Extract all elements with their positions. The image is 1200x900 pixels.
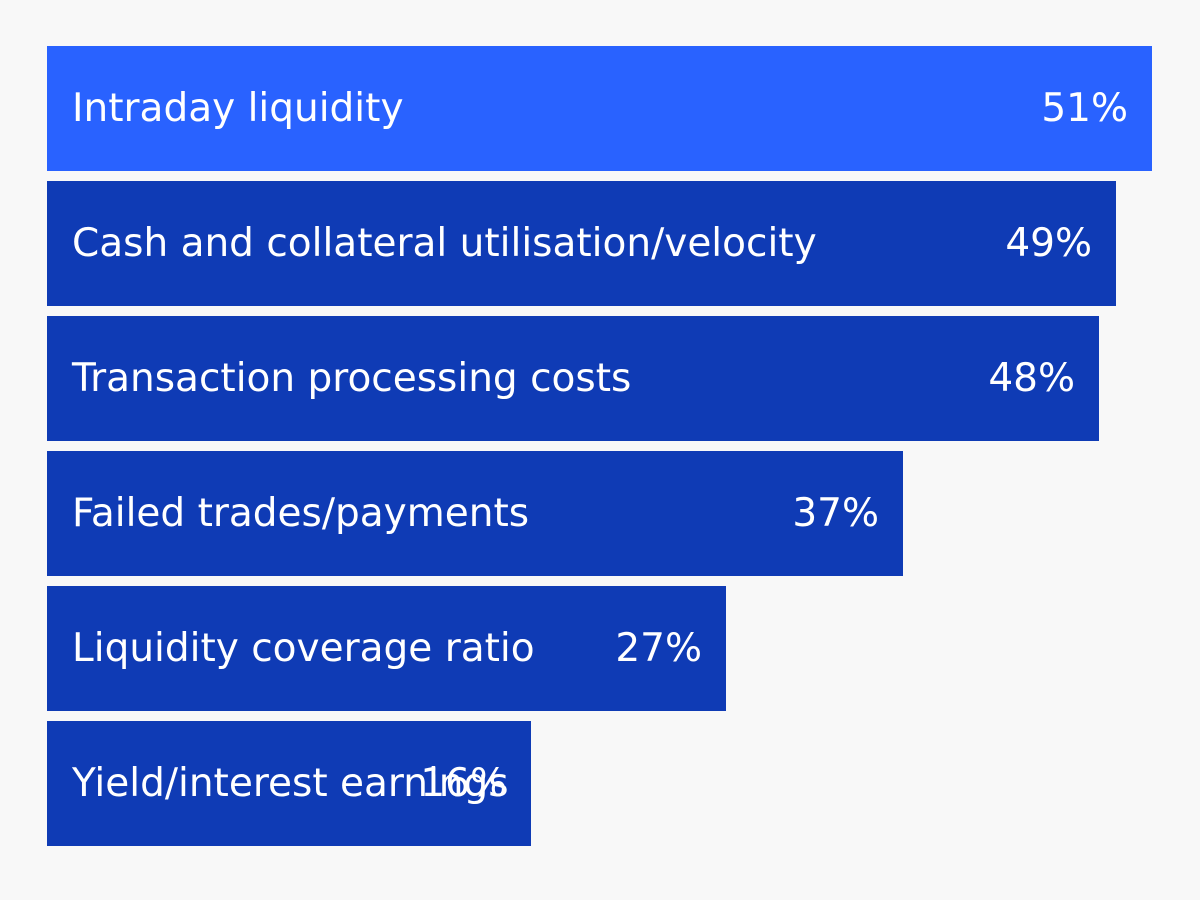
- bar-value-label: 49%: [1005, 221, 1092, 266]
- bar-category-label: Transaction processing costs: [72, 356, 632, 401]
- bar-category-label: Liquidity coverage ratio: [72, 626, 535, 671]
- bar-category-label: Failed trades/payments: [72, 491, 530, 536]
- bar-value-label: 51%: [1041, 86, 1128, 131]
- bar-value-label: 37%: [792, 491, 879, 536]
- bar-category-label: Yield/interest earnings: [72, 761, 509, 806]
- bar-4: [47, 451, 903, 576]
- bar-value-label: 27%: [615, 626, 702, 671]
- bar-value-label: 48%: [988, 356, 1075, 401]
- bar-5: [47, 586, 726, 711]
- bar-6: [47, 721, 531, 846]
- bar-2: [47, 181, 1116, 306]
- bar-value-label: 16%: [420, 761, 507, 806]
- bar-category-label: Cash and collateral utilisation/velocity: [72, 221, 817, 266]
- bar-category-label: Intraday liquidity: [72, 86, 404, 131]
- bar-3: [47, 316, 1099, 441]
- bar-1: [47, 46, 1152, 171]
